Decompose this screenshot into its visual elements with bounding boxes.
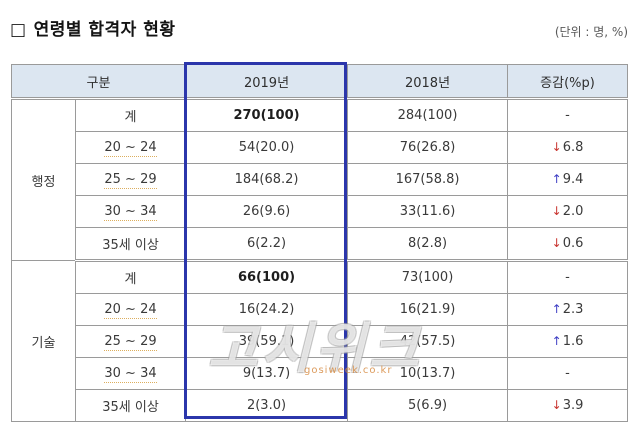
value-2019-cell: 39(59.1) xyxy=(185,325,349,358)
change-value: - xyxy=(565,366,570,381)
value-2019-cell: 54(20.0) xyxy=(185,131,349,164)
age-label: 30 ~ 34 xyxy=(104,204,157,221)
change-cell: - xyxy=(507,260,629,294)
value-2018-cell: 16(21.9) xyxy=(347,293,509,326)
value-2018-cell: 10(13.7) xyxy=(347,357,509,390)
table-row: 35세 이상 6(2.2) 8(2.8) ↓0.6 xyxy=(12,227,629,262)
age-cell: 20 ~ 24 xyxy=(74,293,187,326)
section-label-haengjeong: 행정 xyxy=(11,98,76,261)
change-cell: ↑2.3 xyxy=(507,293,629,326)
age-label: 계 xyxy=(124,272,137,287)
change-value: 2.0 xyxy=(562,204,584,219)
value-2019-cell: 16(24.2) xyxy=(185,293,349,326)
change-value: 9.4 xyxy=(562,172,584,187)
age-label: 20 ~ 24 xyxy=(104,140,157,157)
unit-note: (단위 : 명, %) xyxy=(554,25,628,39)
trend-arrow-icon: ↑ xyxy=(551,302,562,316)
table-row: 25 ~ 29 39(59.1) 42(57.5) ↑1.6 xyxy=(12,325,629,358)
table-row: 30 ~ 34 9(13.7) 10(13.7) - xyxy=(12,357,629,390)
value-2019-cell: 270(100) xyxy=(185,98,349,132)
trend-arrow-icon: ↓ xyxy=(551,204,562,218)
header-row: 구분 2019년 2018년 증감(%p) xyxy=(10,64,629,100)
change-cell: ↓0.6 xyxy=(507,227,629,262)
age-cell: 30 ~ 34 xyxy=(74,357,187,390)
col-header-gubun: 구분 xyxy=(10,64,187,100)
change-value: - xyxy=(565,108,570,123)
trend-arrow-icon: ↓ xyxy=(551,140,562,154)
change-value: 1.6 xyxy=(562,334,584,349)
age-cell: 30 ~ 34 xyxy=(74,195,187,228)
value-2019-cell: 184(68.2) xyxy=(185,163,349,196)
age-cell: 계 xyxy=(74,98,187,132)
age-label: 30 ~ 34 xyxy=(104,366,157,383)
trend-arrow-icon: ↓ xyxy=(551,398,562,412)
change-value: 3.9 xyxy=(562,398,584,413)
change-cell: ↑1.6 xyxy=(507,325,629,358)
age-label: 25 ~ 29 xyxy=(104,172,157,189)
age-cell: 25 ~ 29 xyxy=(74,163,187,196)
section-label-gisul: 기술 xyxy=(11,260,76,422)
value-2018-cell: 73(100) xyxy=(347,260,509,294)
age-label: 20 ~ 24 xyxy=(104,302,157,319)
age-cell: 35세 이상 xyxy=(74,227,187,262)
trend-arrow-icon: ↓ xyxy=(551,236,562,250)
change-cell: ↓3.9 xyxy=(507,389,629,422)
age-cell: 35세 이상 xyxy=(74,389,187,422)
table-row: 25 ~ 29 184(68.2) 167(58.8) ↑9.4 xyxy=(12,163,629,196)
value-2019-cell: 26(9.6) xyxy=(185,195,349,228)
col-header-2018: 2018년 xyxy=(347,64,509,100)
age-label: 35세 이상 xyxy=(102,238,159,253)
value-2018-cell: 42(57.5) xyxy=(347,325,509,358)
age-cell: 25 ~ 29 xyxy=(74,325,187,358)
age-label: 25 ~ 29 xyxy=(104,334,157,351)
change-cell: ↓6.8 xyxy=(507,131,629,164)
age-pass-status-table: 구분 2019년 2018년 증감(%p) 행정 계 270(100) 284(… xyxy=(10,64,629,422)
value-2018-cell: 8(2.8) xyxy=(347,227,509,262)
age-label: 35세 이상 xyxy=(102,400,159,415)
table-row: 기술 계 66(100) 73(100) - xyxy=(11,260,629,422)
change-cell: ↑9.4 xyxy=(507,163,629,196)
col-header-change: 증감(%p) xyxy=(507,64,629,100)
square-bullet-icon: □ xyxy=(10,20,27,40)
value-2018-cell: 33(11.6) xyxy=(347,195,509,228)
change-value: 2.3 xyxy=(562,302,584,317)
table-row: 20 ~ 24 54(20.0) 76(26.8) ↓6.8 xyxy=(12,131,629,164)
value-2018-cell: 284(100) xyxy=(347,98,509,132)
age-cell: 계 xyxy=(74,260,187,294)
age-label: 계 xyxy=(124,110,137,125)
table-row: 30 ~ 34 26(9.6) 33(11.6) ↓2.0 xyxy=(12,195,629,228)
value-2018-cell: 76(26.8) xyxy=(347,131,509,164)
change-value: 0.6 xyxy=(562,236,584,251)
title-row: □ 연령별 합격자 현황 (단위 : 명, %) xyxy=(10,15,628,40)
value-2019-cell: 6(2.2) xyxy=(185,227,349,262)
col-header-2019: 2019년 xyxy=(185,64,349,100)
page-title-text: 연령별 합격자 현황 xyxy=(33,20,176,40)
change-cell: ↓2.0 xyxy=(507,195,629,228)
trend-arrow-icon: ↑ xyxy=(551,172,562,186)
change-value: - xyxy=(565,270,570,285)
table-row: 35세 이상 2(3.0) 5(6.9) ↓3.9 xyxy=(12,389,629,422)
table-row: 행정 계 270(100) 284(100) - xyxy=(11,98,629,261)
change-cell: - xyxy=(507,357,629,390)
trend-arrow-icon: ↑ xyxy=(551,334,562,348)
value-2019-cell: 9(13.7) xyxy=(185,357,349,390)
value-2018-cell: 5(6.9) xyxy=(347,389,509,422)
page-title: □ 연령별 합격자 현황 xyxy=(10,15,176,40)
change-cell: - xyxy=(507,98,629,132)
value-2018-cell: 167(58.8) xyxy=(347,163,509,196)
value-2019-cell: 2(3.0) xyxy=(185,389,349,422)
value-2019-cell: 66(100) xyxy=(185,260,349,294)
table-row: 20 ~ 24 16(24.2) 16(21.9) ↑2.3 xyxy=(12,293,629,326)
age-cell: 20 ~ 24 xyxy=(74,131,187,164)
change-value: 6.8 xyxy=(562,140,584,155)
